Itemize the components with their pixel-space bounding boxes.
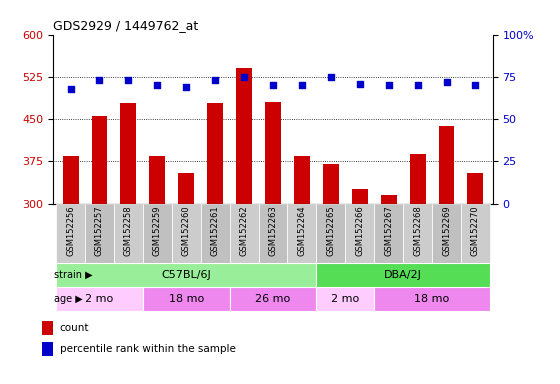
Bar	[114, 204, 143, 263]
Text: age ▶: age ▶	[54, 294, 82, 304]
Bar	[143, 204, 172, 263]
Bar	[85, 204, 114, 263]
Bar	[259, 204, 287, 263]
Bar	[316, 263, 490, 287]
Text: 26 mo: 26 mo	[255, 294, 291, 304]
Bar	[323, 164, 339, 204]
Text: count: count	[59, 323, 89, 333]
Bar	[352, 189, 368, 204]
Text: GSM152268: GSM152268	[413, 205, 422, 256]
Text: strain ▶: strain ▶	[54, 270, 92, 280]
Point	[240, 74, 249, 80]
Point	[182, 84, 191, 90]
Bar	[91, 116, 108, 204]
Bar	[468, 172, 483, 204]
Text: 2 mo: 2 mo	[85, 294, 114, 304]
Point	[124, 77, 133, 83]
Text: GDS2929 / 1449762_at: GDS2929 / 1449762_at	[53, 19, 198, 32]
Text: GSM152259: GSM152259	[153, 205, 162, 256]
Text: GSM152262: GSM152262	[240, 205, 249, 256]
Text: GSM152261: GSM152261	[211, 205, 220, 256]
Text: GSM152256: GSM152256	[66, 205, 75, 256]
Text: GSM152258: GSM152258	[124, 205, 133, 256]
Bar	[381, 195, 396, 204]
Point	[355, 81, 364, 87]
Bar	[178, 172, 194, 204]
Text: GSM152264: GSM152264	[297, 205, 306, 256]
Text: GSM152269: GSM152269	[442, 205, 451, 256]
Text: DBA/2J: DBA/2J	[384, 270, 422, 280]
Bar	[265, 102, 281, 204]
Text: GSM152257: GSM152257	[95, 205, 104, 256]
Bar	[56, 287, 143, 311]
Text: 18 mo: 18 mo	[414, 294, 450, 304]
Text: 2 mo: 2 mo	[331, 294, 360, 304]
Bar	[461, 204, 490, 263]
Point	[153, 82, 162, 88]
Point	[211, 77, 220, 83]
Bar	[403, 204, 432, 263]
Bar	[120, 103, 136, 204]
Bar	[374, 204, 403, 263]
Text: GSM152267: GSM152267	[384, 205, 393, 256]
Bar	[346, 204, 374, 263]
Bar	[42, 321, 53, 335]
Bar	[287, 204, 316, 263]
Bar	[56, 263, 316, 287]
Bar	[207, 103, 223, 204]
Text: percentile rank within the sample: percentile rank within the sample	[59, 344, 235, 354]
Bar	[236, 68, 252, 204]
Text: 18 mo: 18 mo	[169, 294, 204, 304]
Bar	[200, 204, 230, 263]
Point	[297, 82, 306, 88]
Text: GSM152266: GSM152266	[355, 205, 364, 256]
Bar	[316, 204, 346, 263]
Text: GSM152260: GSM152260	[182, 205, 191, 256]
Bar	[150, 156, 165, 204]
Text: GSM152265: GSM152265	[326, 205, 335, 256]
Point	[384, 82, 393, 88]
Bar	[230, 204, 259, 263]
Point	[95, 77, 104, 83]
Bar	[56, 204, 85, 263]
Point	[413, 82, 422, 88]
Bar	[42, 342, 53, 356]
Bar	[294, 156, 310, 204]
Bar	[143, 287, 230, 311]
Text: GSM152263: GSM152263	[268, 205, 278, 256]
Bar	[63, 156, 78, 204]
Point	[66, 86, 75, 92]
Bar	[410, 154, 426, 204]
Bar	[230, 287, 316, 311]
Point	[471, 82, 480, 88]
Bar	[374, 287, 490, 311]
Text: GSM152270: GSM152270	[471, 205, 480, 256]
Text: C57BL/6J: C57BL/6J	[161, 270, 211, 280]
Bar	[172, 204, 200, 263]
Point	[269, 82, 278, 88]
Point	[326, 74, 335, 80]
Bar	[438, 126, 455, 204]
Bar	[316, 287, 374, 311]
Bar	[432, 204, 461, 263]
Point	[442, 79, 451, 85]
